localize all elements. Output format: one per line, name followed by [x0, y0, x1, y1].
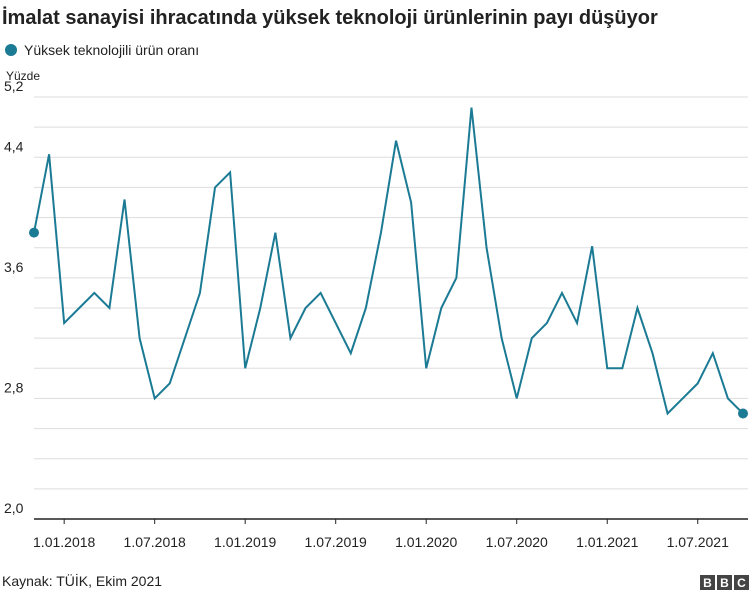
y-tick-label: 2,0 — [4, 500, 24, 516]
chart-title: İmalat sanayisi ihracatında yüksek tekno… — [2, 6, 658, 29]
logo-box — [717, 575, 732, 590]
legend-label: Yüksek teknolojili ürün oranı — [24, 42, 199, 58]
x-tick-label: 1.01.2020 — [395, 534, 457, 550]
x-tick-label: 1.07.2018 — [124, 534, 186, 550]
x-tick-label: 1.01.2019 — [214, 534, 276, 550]
y-tick-label: 4,4 — [4, 138, 24, 154]
x-tick-label: 1.07.2021 — [667, 534, 729, 550]
y-tick-label: 2,8 — [4, 379, 24, 395]
y-tick-label: 3,6 — [4, 259, 24, 275]
end-marker — [738, 408, 748, 419]
logo-box — [700, 575, 715, 590]
x-tick-label: 1.01.2018 — [33, 534, 95, 550]
logo-letter: B — [720, 576, 729, 590]
x-tick-label: 1.07.2020 — [486, 534, 548, 550]
x-tick-label: 1.01.2021 — [576, 534, 638, 550]
logo-letter: C — [737, 576, 746, 590]
source: Kaynak: TÜİK, Ekim 2021 — [2, 572, 162, 589]
x-tick-label: 1.07.2019 — [305, 534, 367, 550]
legend-marker — [5, 44, 17, 56]
y-tick-label: 5,2 — [4, 78, 24, 94]
logo-box — [734, 575, 749, 590]
logo-letter: B — [703, 576, 712, 590]
y-axis-label: Yüzde — [6, 69, 40, 83]
end-marker — [29, 227, 39, 238]
line — [33, 107, 744, 416]
